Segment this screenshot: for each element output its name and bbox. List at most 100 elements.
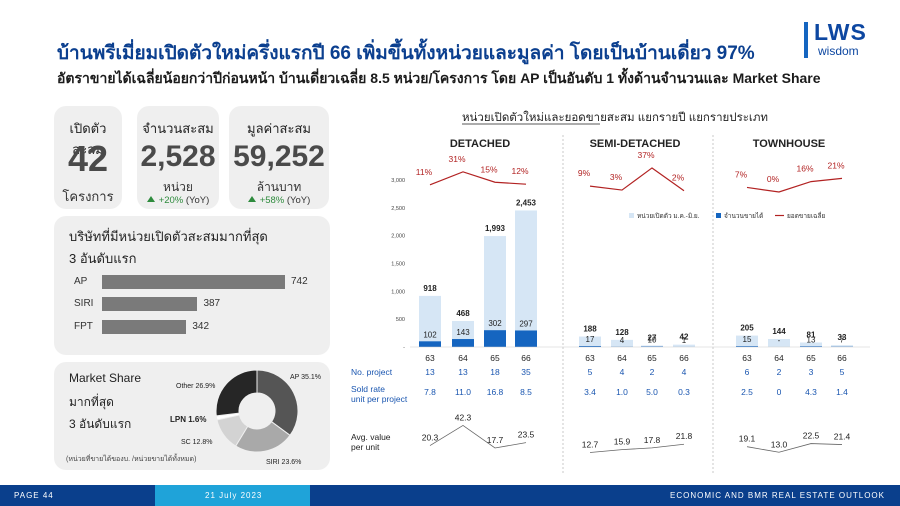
avg-value-label: 17.7 — [487, 435, 504, 445]
y-tick-label: 3,000 — [391, 178, 405, 184]
bar-sold — [800, 346, 822, 347]
sell-through-label: 16% — [796, 164, 813, 174]
footer-date-block — [155, 485, 310, 506]
logo-mark — [804, 22, 808, 58]
avg-value-label: 17.8 — [644, 435, 661, 445]
sold-rate-value: 16.8 — [487, 387, 504, 397]
avg-value-line — [746, 443, 843, 453]
projects-value: 18 — [490, 367, 500, 377]
sold-rate-value: 0 — [777, 387, 782, 397]
row-label-projects: No. project — [351, 367, 393, 377]
avg-value-label: 12.7 — [582, 440, 599, 450]
sell-through-label: 2% — [672, 173, 685, 183]
projects-value: 13 — [425, 367, 435, 377]
sold-rate-value: 0.3 — [678, 387, 690, 397]
projects-value: 13 — [458, 367, 468, 377]
group-header: TOWNHOUSE — [753, 138, 826, 150]
stat-value-yoy: +58% (YoY) — [229, 195, 329, 206]
launched-label: 81 — [807, 330, 816, 339]
avg-value-line — [429, 424, 527, 449]
y-tick-label: 2,500 — [391, 206, 405, 212]
year-label: 63 — [742, 353, 752, 363]
year-label: 64 — [774, 353, 784, 363]
pie-slice-ap — [256, 369, 299, 437]
stat-projects-unit: โครงการ — [62, 189, 114, 204]
developer-value: 342 — [192, 321, 210, 332]
avg-value-line — [589, 443, 685, 453]
page-subtitle: อัตราขายได้เฉลี่ยน้อยกว่าปีก่อนหน้า บ้าน… — [57, 70, 821, 86]
market-share-subtitle: มากที่สุด — [69, 395, 114, 409]
sold-label: 1 — [682, 336, 687, 345]
sold-label: - — [778, 336, 781, 345]
legend-line-label: ยอดขายเฉลี่ย — [787, 211, 825, 220]
footer-page-number: PAGE 44 — [14, 491, 54, 500]
year-label: 64 — [458, 353, 468, 363]
market-share-title: Market Share — [69, 371, 142, 385]
y-tick-label: 2,000 — [391, 234, 405, 240]
avg-value-label: 21.4 — [834, 432, 851, 442]
sold-label: 4 — [620, 336, 625, 345]
launch-sales-chart: หน่วยเปิดตัวใหม่และยอดขายสะสม แยกรายปี แ… — [351, 111, 870, 475]
avg-value-label: 13.0 — [771, 439, 788, 449]
bar-sold — [452, 339, 474, 347]
group-header: DETACHED — [450, 138, 510, 150]
projects-value: 5 — [840, 367, 845, 377]
avg-value-label: 42.3 — [455, 412, 472, 422]
developer-bar — [102, 297, 198, 311]
sold-rate-value: 11.0 — [455, 387, 471, 397]
projects-value: 3 — [809, 367, 814, 377]
market-share-pie-chart: AP 35.1% SIRI 23.6% SC 12.8% LPN 1.6% Other … — [170, 369, 321, 466]
legend-launched-swatch — [629, 213, 634, 218]
avg-value-label: 20.3 — [422, 433, 439, 443]
legend-launched-label: หน่วยเปิดตัว ม.ค.-มิ.ย. — [637, 212, 700, 220]
developer-value: 742 — [291, 276, 308, 287]
row-label-sold-rate-2: unit per project — [351, 394, 408, 404]
sold-label: 302 — [488, 319, 502, 328]
top-developers-subtitle: 3 อันดับแรก — [69, 251, 137, 266]
projects-value: 2 — [777, 367, 782, 377]
launched-label: 1,993 — [485, 224, 506, 233]
sold-label: 17 — [586, 335, 595, 344]
stat-units-value: 2,528 — [140, 140, 216, 173]
legend-sold-swatch — [716, 213, 721, 218]
footer-date: 21 July 2023 — [205, 491, 263, 500]
sell-through-label: 15% — [480, 164, 497, 174]
logo-subtext: wisdom — [818, 44, 859, 58]
year-label: 65 — [490, 353, 500, 363]
stat-card-units: จำนวนสะสม 2,528 หน่วย +20% (YoY) — [137, 106, 219, 209]
projects-value: 4 — [620, 367, 625, 377]
sold-rate-value: 7.8 — [424, 387, 436, 397]
market-share-subtitle-2: 3 อันดับแรก — [69, 417, 132, 431]
developer-label: AP — [74, 276, 88, 287]
row-label-sold-rate: Sold rate — [351, 384, 385, 394]
sell-through-label: 11% — [416, 167, 433, 177]
avg-value-label: 19.1 — [739, 434, 756, 444]
sold-rate-value: 8.5 — [520, 387, 532, 397]
sell-through-label: 0% — [767, 174, 780, 184]
sell-through-label: 37% — [637, 150, 654, 160]
y-tick-label: - — [403, 345, 405, 351]
stat-value-unit: ล้านบาท — [256, 180, 302, 194]
developer-label: SIRI — [74, 298, 94, 309]
sold-rate-value: 1.0 — [616, 387, 628, 397]
pie-label-other: Other 26.9% — [176, 383, 215, 390]
bar-launched — [484, 236, 506, 347]
sold-label: 10 — [648, 335, 657, 344]
year-label: 65 — [647, 353, 657, 363]
sell-through-label: 12% — [511, 166, 528, 176]
avg-value-label: 21.8 — [676, 431, 693, 441]
up-arrow-icon — [146, 196, 155, 202]
up-arrow-icon — [247, 196, 256, 202]
stat-units-label: จำนวนสะสม — [142, 121, 214, 136]
projects-value: 5 — [588, 367, 593, 377]
bar-launched — [641, 345, 663, 347]
year-label: 65 — [806, 353, 816, 363]
avg-value-label: 22.5 — [803, 431, 820, 441]
year-label: 63 — [425, 353, 435, 363]
bar-launched — [831, 345, 853, 347]
footer-brand: ECONOMIC AND BMR REAL ESTATE OUTLOOK — [670, 491, 885, 500]
bar-sold — [579, 346, 601, 347]
projects-value: 35 — [521, 367, 531, 377]
row-label-avg-value-2: per unit — [351, 442, 380, 452]
market-share-note: (หน่วยที่ขายได้ของบ. /หน่วยขายได้ทั้งหมด… — [66, 456, 197, 463]
